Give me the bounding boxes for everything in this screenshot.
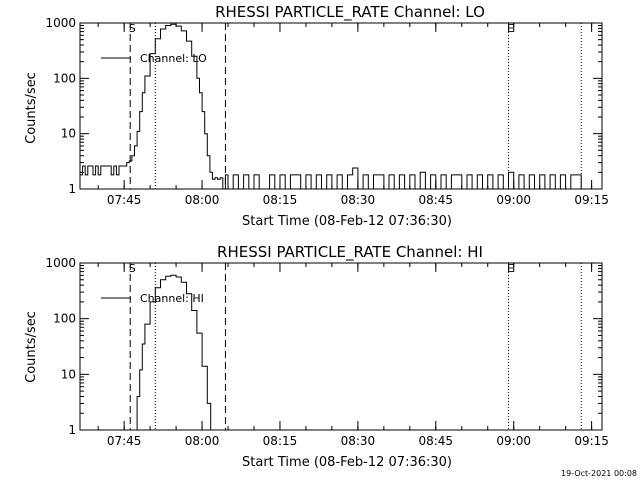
x-tick-label: 09:15 — [574, 434, 609, 448]
y-tick-label: 1 — [68, 423, 76, 437]
series-layer — [133, 274, 212, 431]
x-tick-label: 07:45 — [107, 193, 142, 207]
chart-title: RHESSI PARTICLE_RATE Channel: HI — [217, 243, 483, 262]
y-tick-label: 1 — [68, 182, 76, 196]
y-axis-label: Counts/sec — [24, 72, 39, 144]
x-tick-label: 08:15 — [263, 434, 298, 448]
plot-frame — [79, 22, 603, 190]
x-tick-label: 08:00 — [185, 193, 220, 207]
y-tick-label: 1000 — [45, 16, 76, 30]
x-tick-label: 08:15 — [263, 193, 298, 207]
x-tick-label: 09:15 — [574, 193, 609, 207]
x-tick-label: 08:45 — [418, 434, 453, 448]
event-marker-label: S — [129, 22, 136, 35]
y-axis-label: Counts/sec — [24, 311, 39, 383]
timestamp: 19-Oct-2021 00:08 — [561, 469, 637, 478]
y-tick-label: 100 — [53, 71, 76, 85]
x-tick-label: 09:00 — [496, 193, 531, 207]
y-tick-label: 10 — [61, 127, 76, 141]
event-marker-label: S — [129, 262, 136, 275]
legend-entry: Channel: LO — [140, 52, 207, 65]
chart-title: RHESSI PARTICLE_RATE Channel: LO — [215, 3, 485, 22]
x-axis-label: Start Time (08-Feb-12 07:36:30) — [242, 214, 452, 229]
series-line — [133, 274, 212, 431]
y-tick-label: 100 — [53, 312, 76, 326]
x-tick-label: 08:30 — [341, 193, 376, 207]
x-tick-label: 08:45 — [418, 193, 453, 207]
x-tick-label: 07:45 — [107, 434, 142, 448]
plot-frame — [79, 262, 603, 431]
chart-panel-hi: RHESSI PARTICLE_RATE Channel: HI Counts/… — [24, 243, 609, 470]
tick-layer: 1 10 100 1000 07:45 08:00 08:15 08:30 08:45 09:00… — [45, 256, 608, 448]
chart-panel-lo: RHESSI PARTICLE_RATE Channel: LO Counts/… — [24, 3, 609, 229]
legend-entry: Channel: HI — [140, 292, 204, 305]
event-marker-label: E — [507, 22, 514, 35]
legend: Channel: LO — [101, 52, 207, 65]
x-tick-label: 08:30 — [341, 434, 376, 448]
x-tick-label: 09:00 — [496, 434, 531, 448]
event-marker-label: E — [507, 262, 514, 275]
x-axis-label: Start Time (08-Feb-12 07:36:30) — [242, 455, 452, 470]
y-tick-label: 1000 — [45, 256, 76, 270]
y-tick-label: 10 — [61, 367, 76, 381]
legend: Channel: HI — [101, 292, 204, 305]
x-tick-label: 08:00 — [185, 434, 220, 448]
